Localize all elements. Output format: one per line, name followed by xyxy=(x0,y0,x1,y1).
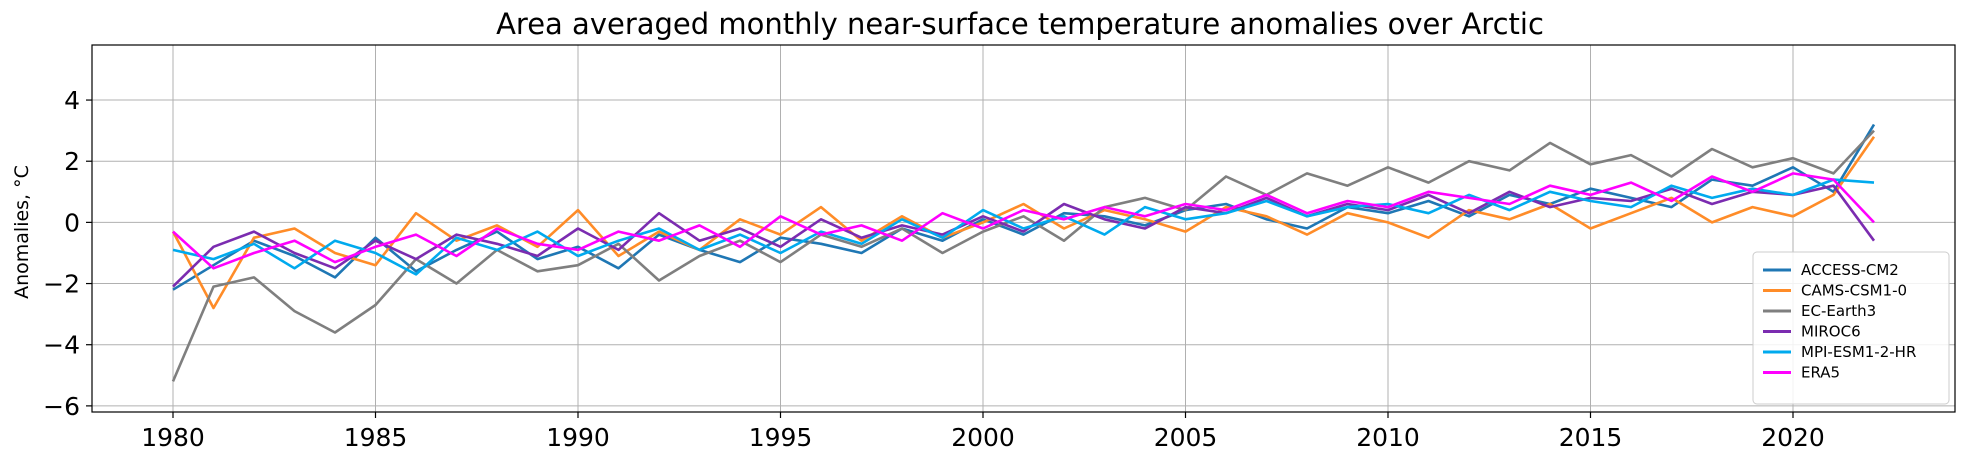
y-tick-label: −2 xyxy=(43,270,80,299)
x-tick-label: 2010 xyxy=(1356,423,1420,452)
series-line-2 xyxy=(171,129,1875,382)
series-line-4 xyxy=(172,178,1875,276)
legend: ACCESS-CM2 CAMS-CSM1-0 EC-Earth3 MIROC6 MPI-… xyxy=(1752,251,1950,405)
x-tick-label: 1985 xyxy=(344,423,408,452)
y-tick-label: −6 xyxy=(43,392,80,421)
y-axis: −6 −4 −2 0 2 4 xyxy=(43,86,92,421)
x-tick-label: 2020 xyxy=(1761,423,1825,452)
legend-label: ERA5 xyxy=(1801,364,1840,382)
legend-label: ACCESS-CM2 xyxy=(1801,261,1899,279)
series-line-1 xyxy=(171,136,1876,310)
y-axis-label: Anomalies, °C xyxy=(11,165,33,299)
series-line-3 xyxy=(172,184,1876,288)
x-tick-label: 1990 xyxy=(546,423,610,452)
legend-label: EC-Earth3 xyxy=(1801,302,1876,320)
series-line-0 xyxy=(172,123,1876,291)
x-tick-label: 2005 xyxy=(1154,423,1218,452)
legend-label: MIROC6 xyxy=(1801,323,1861,341)
series-line-5 xyxy=(172,172,1875,270)
plot-frame xyxy=(91,44,1956,413)
series-lines xyxy=(171,123,1876,382)
legend-label: MPI-ESM1-2-HR xyxy=(1801,343,1916,361)
y-tick-label: −4 xyxy=(43,331,80,360)
y-tick-label: 0 xyxy=(64,208,80,237)
y-tick-label: 4 xyxy=(64,86,80,115)
x-axis: 1980 1985 1990 1995 2000 2005 2010 2015 2020 xyxy=(141,412,1825,452)
chart-title: Area averaged monthly near-surface tempe… xyxy=(496,7,1544,41)
x-tick-label: 2015 xyxy=(1559,423,1623,452)
legend-label: CAMS-CSM1-0 xyxy=(1801,282,1907,300)
x-tick-label: 1980 xyxy=(141,423,205,452)
x-tick-label: 1995 xyxy=(749,423,813,452)
x-tick-label: 2000 xyxy=(951,423,1015,452)
legend-box xyxy=(1752,251,1950,405)
y-tick-label: 2 xyxy=(64,147,80,176)
